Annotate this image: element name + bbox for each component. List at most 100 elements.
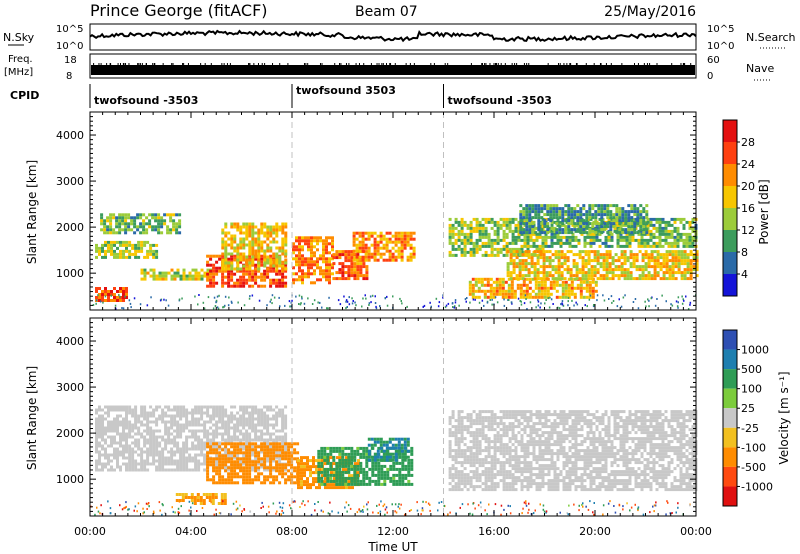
data-cell: [152, 252, 156, 256]
data-cell: [376, 240, 380, 244]
data-cell: [457, 473, 461, 477]
data-cell: [269, 264, 273, 268]
data-cell: [605, 256, 609, 260]
data-cell: [166, 231, 170, 235]
data-cell: [254, 435, 258, 439]
data-cell: [487, 443, 491, 447]
data-cell: [665, 259, 669, 263]
data-cell: [496, 440, 500, 444]
data-cell: [301, 248, 304, 252]
nsky-line: [89, 29, 697, 43]
data-cell: [101, 408, 104, 412]
data-cell: [178, 222, 182, 226]
nsky-trace: [89, 29, 697, 43]
data-cell: [248, 269, 252, 273]
data-cell: [502, 238, 506, 242]
data-cell: [133, 225, 137, 229]
data-cell: [460, 461, 464, 465]
data-cell: [457, 425, 461, 429]
data-cell: [517, 229, 521, 233]
data-cell: [284, 237, 288, 241]
data-cell: [576, 283, 580, 287]
data-cell: [514, 488, 518, 492]
data-cell: [596, 259, 600, 263]
data-cell: [272, 231, 276, 235]
data-cell: [469, 253, 473, 257]
data-cell: [585, 225, 589, 229]
data-cell: [140, 271, 144, 275]
data-cell: [534, 204, 538, 208]
data-cell: [519, 204, 523, 208]
data-cell: [557, 265, 561, 269]
data-cell: [658, 226, 662, 230]
data-cell: [284, 225, 288, 229]
data-cell: [561, 283, 565, 287]
nave-label: Nave: [746, 62, 774, 75]
data-cell: [448, 238, 452, 242]
data-cell: [212, 405, 216, 409]
data-cell: [242, 408, 246, 412]
data-cell: [489, 277, 493, 281]
data-cell: [242, 423, 246, 427]
data-cell: [149, 252, 153, 256]
data-cell: [251, 252, 255, 256]
data-cell: [104, 240, 107, 244]
data-cell: [576, 213, 580, 217]
noise-cell: [430, 305, 432, 308]
data-cell: [510, 280, 514, 284]
data-cell: [463, 235, 467, 239]
data-cell: [281, 246, 285, 250]
data-cell: [194, 465, 198, 469]
data-cell: [463, 473, 467, 477]
data-cell: [170, 268, 174, 272]
data-cell: [242, 222, 246, 226]
data-cell: [498, 286, 502, 290]
data-cell: [263, 468, 267, 472]
data-cell: [548, 265, 552, 269]
data-cell: [474, 295, 478, 299]
data-cell: [212, 263, 216, 267]
noise-cell: [683, 299, 685, 302]
data-cell: [625, 223, 629, 227]
data-cell: [269, 269, 273, 273]
data-cell: [540, 228, 544, 232]
data-cell: [656, 262, 660, 266]
data-cell: [600, 219, 604, 223]
noise-cell: [271, 302, 273, 305]
data-cell: [585, 280, 589, 284]
data-cell: [478, 464, 482, 468]
data-cell: [519, 295, 523, 299]
data-cell: [382, 243, 386, 247]
data-cell: [604, 238, 608, 242]
data-cell: [650, 256, 654, 260]
data-cell: [552, 286, 556, 290]
data-cell: [489, 286, 493, 290]
data-cell: [242, 438, 246, 442]
data-cell: [221, 258, 225, 262]
data-cell: [344, 259, 348, 263]
data-cell: [110, 243, 113, 247]
data-cell: [658, 244, 662, 248]
noise-cell: [365, 297, 367, 300]
data-cell: [566, 250, 570, 254]
data-cell: [671, 256, 675, 260]
data-cell: [608, 262, 612, 266]
data-cell: [532, 244, 536, 248]
data-cell: [623, 277, 627, 281]
data-cell: [301, 257, 304, 261]
data-cell: [245, 261, 249, 265]
data-cell: [524, 265, 528, 269]
data-cell: [310, 254, 313, 258]
data-cell: [665, 271, 669, 275]
data-cell: [112, 231, 116, 235]
data-cell: [460, 488, 464, 492]
data-cell: [571, 223, 575, 227]
data-cell: [550, 238, 554, 242]
data-cell: [496, 241, 500, 245]
data-cell: [599, 277, 603, 281]
data-cell: [535, 226, 539, 230]
data-cell: [487, 467, 491, 471]
data-cell: [155, 435, 159, 439]
data-cell: [533, 262, 537, 266]
data-cell: [472, 250, 476, 254]
